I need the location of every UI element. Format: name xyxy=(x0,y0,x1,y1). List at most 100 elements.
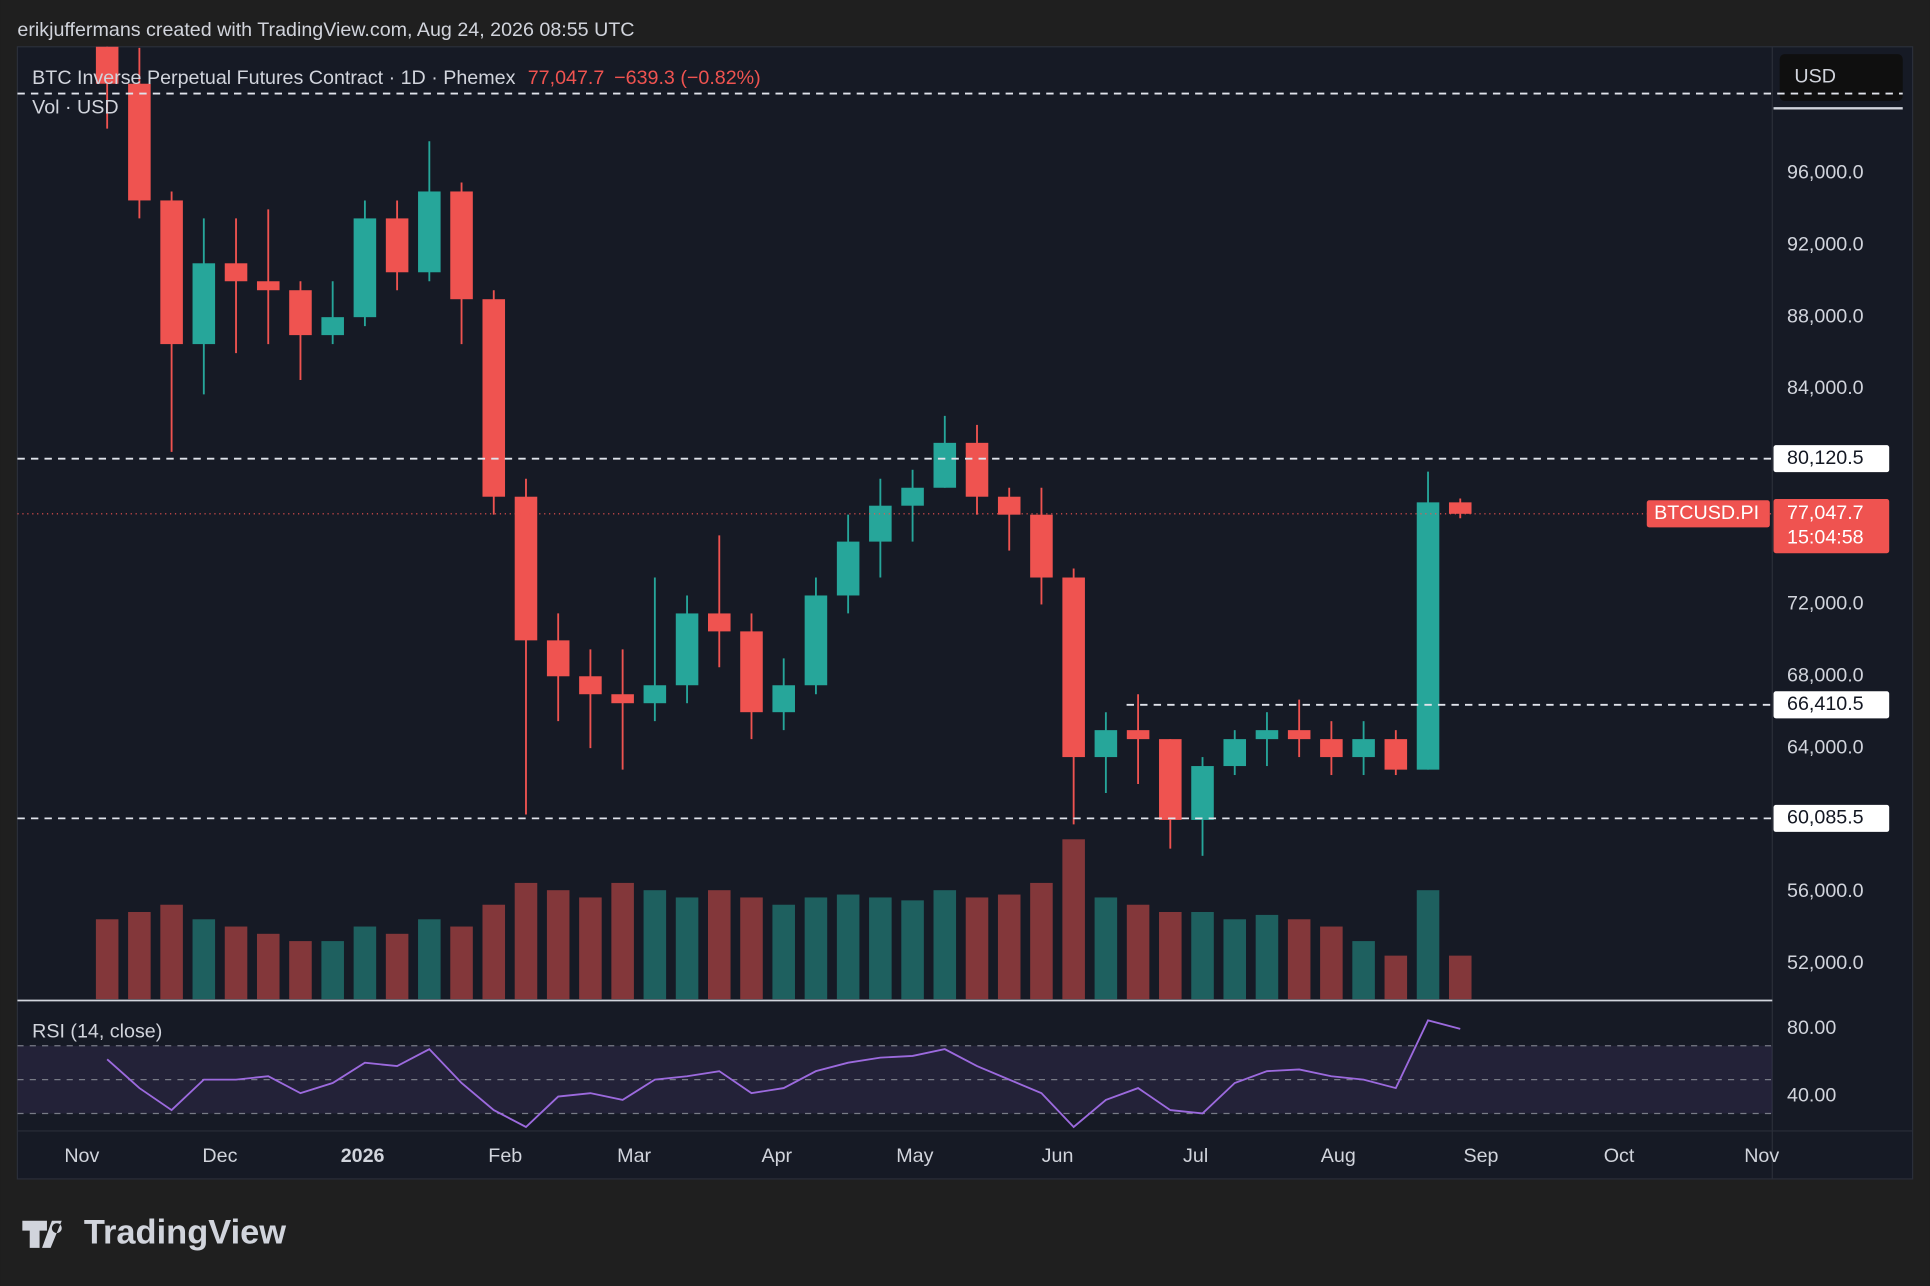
volume-bar xyxy=(192,919,216,1000)
volume-bar xyxy=(740,897,763,1000)
x-tick-label: Jun xyxy=(1042,1145,1074,1167)
y-tick-label: 52,000.0 xyxy=(1787,952,1864,974)
volume-bar xyxy=(1255,914,1279,1000)
candle-body xyxy=(804,595,828,686)
volume-bar xyxy=(1352,941,1375,1000)
volume-bar xyxy=(869,897,892,1000)
candle-body xyxy=(869,505,892,542)
volume-bar xyxy=(1126,904,1150,1000)
legend-change: −639.3 (−0.82%) xyxy=(614,67,761,89)
candle-body xyxy=(289,290,312,336)
volume-bar xyxy=(611,882,634,1000)
candle-body xyxy=(1352,739,1375,758)
candle-body xyxy=(997,496,1021,515)
candle-body xyxy=(256,281,280,291)
volume-bar xyxy=(1384,955,1408,1000)
candle-body xyxy=(740,631,763,713)
x-tick-label: Dec xyxy=(202,1145,237,1167)
x-tick-label: Aug xyxy=(1321,1145,1356,1167)
x-tick-label: Mar xyxy=(617,1145,651,1167)
candle-body xyxy=(192,263,216,345)
y-tick-label: 68,000.0 xyxy=(1787,664,1864,686)
candle-body xyxy=(95,46,119,84)
level-label: 66,410.5 xyxy=(1787,693,1864,715)
candle-body xyxy=(901,487,924,506)
rsi-title: RSI (14, close) xyxy=(32,1021,162,1043)
volume-bar xyxy=(160,904,183,1000)
chart-panel xyxy=(16,46,1914,1180)
x-tick-label: Nov xyxy=(1744,1145,1779,1167)
brand-name: TradingView xyxy=(84,1213,286,1251)
volume-bar xyxy=(546,890,570,1000)
candle-body xyxy=(1416,502,1440,770)
y-tick-label: 96,000.0 xyxy=(1787,162,1864,184)
rsi-tick-label: 40.00 xyxy=(1787,1085,1836,1107)
volume-bar xyxy=(1062,839,1085,1000)
candle-body xyxy=(1287,730,1311,740)
candle-body xyxy=(1223,739,1247,767)
level-label-box xyxy=(1773,691,1890,719)
candle-body xyxy=(224,263,248,282)
candle-body xyxy=(772,685,795,713)
volume-bar xyxy=(1094,897,1118,1000)
symbol-box xyxy=(1646,500,1770,528)
x-tick-label: Apr xyxy=(761,1145,792,1167)
level-label: 60,085.5 xyxy=(1787,807,1864,829)
volume-bar xyxy=(1191,912,1214,1000)
candle-body xyxy=(128,83,151,201)
x-tick-label: Nov xyxy=(64,1145,99,1167)
candle-body xyxy=(450,191,473,300)
attribution: erikjuffermans created with TradingView.… xyxy=(17,19,634,41)
candle-body xyxy=(546,640,570,677)
rsi-tick-label: 80.00 xyxy=(1787,1017,1836,1039)
candle-body xyxy=(1448,502,1472,514)
candle-body xyxy=(965,442,989,497)
currency-label[interactable]: USD xyxy=(1794,66,1836,88)
candle-body xyxy=(1384,739,1408,770)
volume-bar xyxy=(579,897,602,1000)
brand: TradingView xyxy=(22,1213,286,1251)
symbol-label: BTCUSD.PI xyxy=(1654,502,1759,524)
volume-bar xyxy=(385,933,409,1000)
currency-button[interactable] xyxy=(1779,54,1903,101)
candle-body xyxy=(1320,739,1343,758)
volume-bar xyxy=(1223,919,1247,1000)
candle-body xyxy=(579,676,602,695)
candle-body xyxy=(708,613,731,632)
symbol-title: BTC Inverse Perpetual Futures Contract ·… xyxy=(32,67,515,89)
volume-bar xyxy=(965,897,989,1000)
volume-bar xyxy=(836,894,860,1000)
candle-body xyxy=(1030,514,1053,578)
x-tick-label: 2026 xyxy=(341,1145,385,1167)
candle-body xyxy=(385,218,409,273)
candle-body xyxy=(321,317,344,336)
volume-bar xyxy=(256,933,280,1000)
candle-body xyxy=(675,613,699,686)
last-price-label: 77,047.7 xyxy=(1787,502,1864,524)
candle-body xyxy=(643,685,667,704)
x-tick-label: May xyxy=(896,1145,933,1167)
candle-body xyxy=(836,541,860,596)
volume-bar xyxy=(514,882,538,1000)
level-label-box xyxy=(1773,445,1890,473)
candle-body xyxy=(418,191,441,273)
volume-bar xyxy=(772,904,795,1000)
y-tick-label: 72,000.0 xyxy=(1787,593,1864,615)
level-label-box xyxy=(1773,804,1890,832)
candle-body xyxy=(353,218,377,318)
volume-bar xyxy=(1448,955,1472,1000)
volume-bar xyxy=(353,926,377,1000)
x-tick-label: Oct xyxy=(1604,1145,1635,1167)
volume-bar xyxy=(1030,882,1053,1000)
candle-body xyxy=(933,442,957,488)
last-price-box xyxy=(1773,499,1890,554)
legend-price: 77,047.7 xyxy=(528,67,605,89)
y-tick-label: 56,000.0 xyxy=(1787,880,1864,902)
candle-body xyxy=(1062,577,1085,758)
volume-bar xyxy=(1287,919,1311,1000)
brand-logo xyxy=(22,1220,62,1248)
candle-body xyxy=(1159,739,1182,820)
volume-bar xyxy=(1416,890,1440,1000)
y-tick-label: 64,000.0 xyxy=(1787,736,1864,758)
